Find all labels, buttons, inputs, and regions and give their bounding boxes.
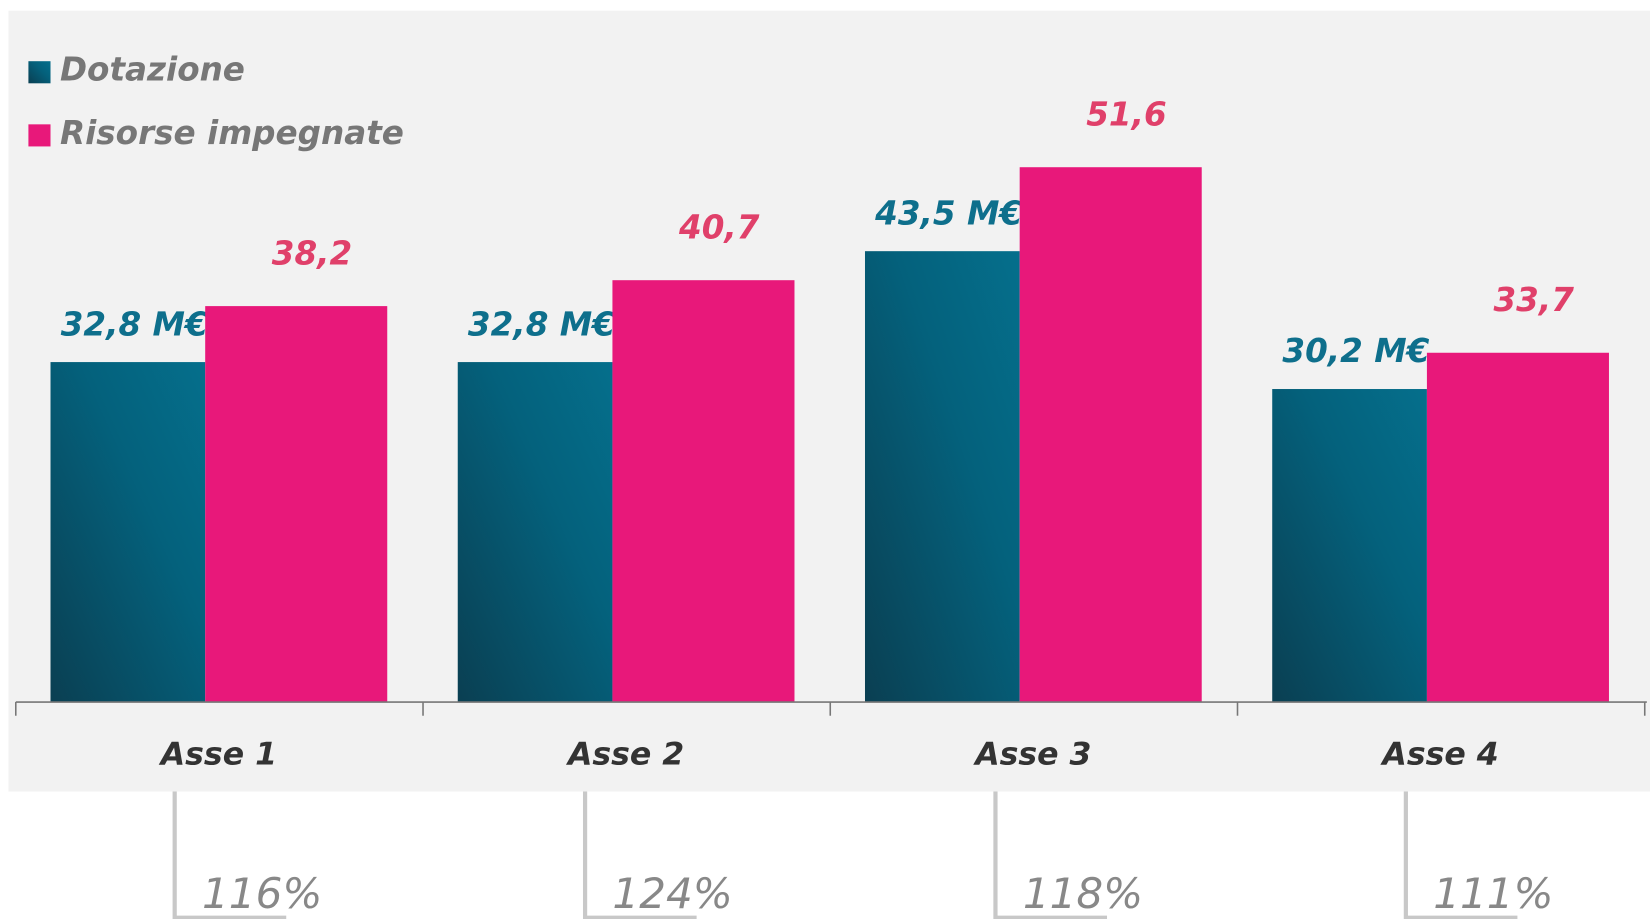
ratio-bracket [1403, 791, 1518, 920]
bar [864, 251, 1020, 703]
value-label: 32,8 M€ [61, 305, 208, 343]
legend-swatch [28, 124, 51, 147]
ratio-bracket [993, 791, 1108, 920]
value-label: 38,2 [272, 235, 352, 273]
x-tick-label: Asse 4 [1379, 737, 1498, 773]
bar [1019, 167, 1202, 703]
legend-label: Risorse impegnate [60, 114, 404, 152]
x-tick-label: Asse 3 [972, 737, 1091, 773]
value-label: 30,2 M€ [1282, 332, 1429, 370]
value-label: 43,5 M€ [874, 194, 1022, 232]
bar [457, 362, 613, 703]
ratio-bracket [582, 791, 697, 920]
value-label: 33,7 [1493, 281, 1574, 319]
bar [612, 280, 795, 703]
ratio-label: 116% [202, 869, 322, 918]
value-label: 51,6 [1086, 96, 1166, 134]
bar [1272, 389, 1427, 703]
value-label: 32,8 M€ [468, 305, 615, 343]
bar [50, 362, 206, 703]
bar [1426, 352, 1609, 703]
x-tick-label: Asse 1 [158, 737, 277, 773]
value-label: 40,7 [678, 209, 760, 247]
bar [205, 306, 388, 703]
ratio-bracket [172, 791, 287, 920]
ratio-label: 111% [1433, 869, 1553, 918]
legend-label: Dotazione [60, 51, 245, 89]
ratio-label: 124% [612, 869, 732, 918]
legend-swatch [28, 61, 51, 84]
ratio-label: 118% [1023, 869, 1143, 918]
x-tick-label: Asse 2 [565, 737, 684, 773]
